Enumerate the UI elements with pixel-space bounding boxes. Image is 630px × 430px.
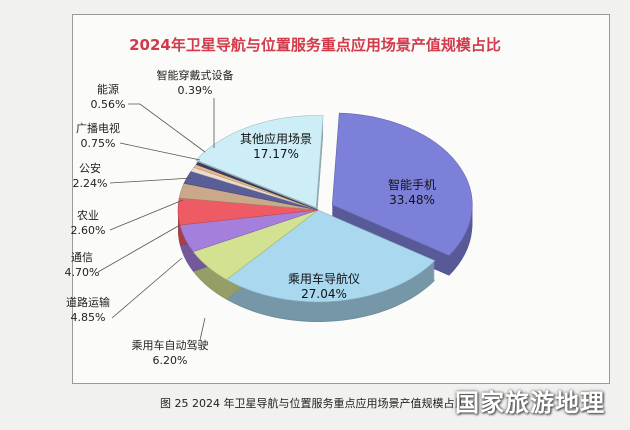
leader-line-broadcast bbox=[119, 142, 201, 161]
pie-slice-0 bbox=[331, 112, 473, 256]
label-broadcast: 广播电视 0.75% bbox=[76, 122, 120, 150]
leader-line-autopilot bbox=[199, 317, 206, 341]
label-autopilot: 乘用车自动驾驶 6.20% bbox=[131, 339, 209, 367]
label-agriculture: 农业 2.60% bbox=[70, 209, 106, 237]
label-road: 道路运输 4.85% bbox=[66, 296, 110, 324]
label-car-navigation: 乘用车导航仪 27.04% bbox=[287, 272, 361, 301]
leader-line-communication bbox=[97, 224, 181, 273]
pie-slice-10 bbox=[195, 115, 324, 208]
label-energy: 能源 0.56% bbox=[90, 83, 126, 111]
leader-line-energy bbox=[128, 103, 206, 153]
label-smartphone: 智能手机 33.48% bbox=[387, 178, 437, 207]
figure-caption: 图 25 2024 年卫星导航与位置服务重点应用场景产值规模占比 bbox=[160, 397, 466, 410]
watermark: 国家旅游地理 bbox=[455, 388, 605, 417]
label-communication: 通信 4.70% bbox=[64, 251, 100, 279]
label-wearable: 智能穿戴式设备 0.39% bbox=[156, 69, 234, 97]
leader-line-police bbox=[109, 177, 193, 184]
label-other: 其他应用场景 17.17% bbox=[239, 132, 313, 161]
leader-line-agriculture bbox=[109, 199, 184, 231]
leader-line-road bbox=[111, 257, 183, 319]
leader-lines bbox=[97, 98, 215, 341]
pie-slice-9 bbox=[195, 162, 319, 211]
chart-title: 2024年卫星导航与位置服务重点应用场景产值规模占比 bbox=[129, 36, 501, 54]
pie-slice-1 bbox=[226, 209, 436, 303]
label-police: 公安 2.24% bbox=[72, 162, 108, 190]
